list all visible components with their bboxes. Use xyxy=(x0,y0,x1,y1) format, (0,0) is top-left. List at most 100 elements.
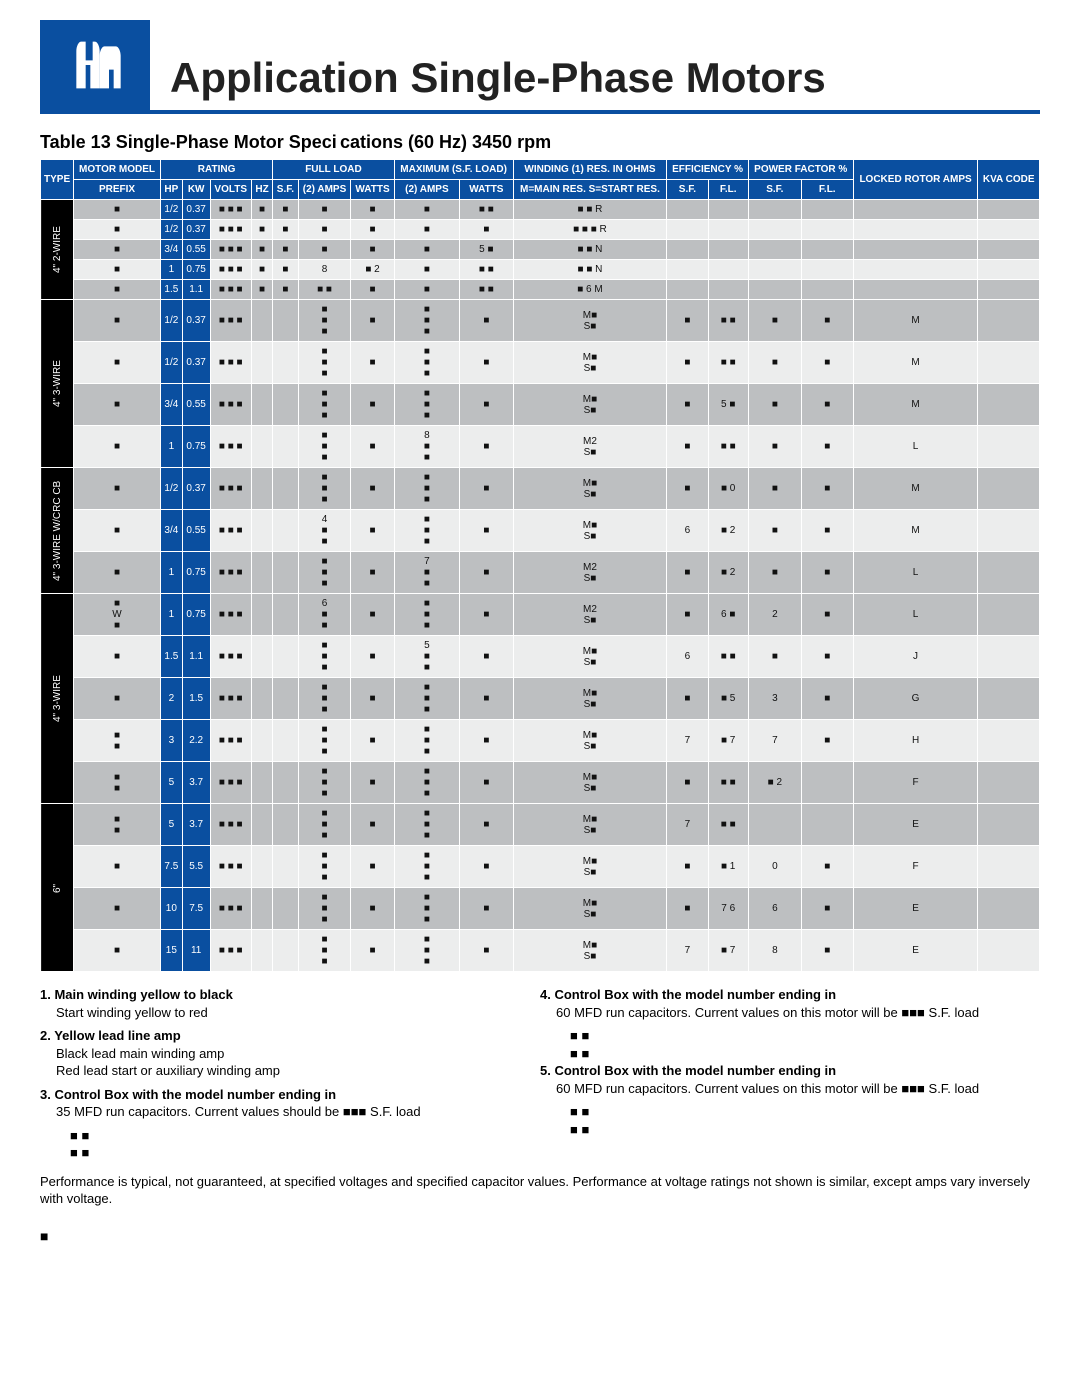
cell-hz: ■ xyxy=(251,240,272,260)
table-row: ■1511■ ■ ■■ ■ ■■■ ■ ■■M■ S■7■ 78■E xyxy=(41,930,1040,972)
cell-mamps: ■ ■ ■ xyxy=(394,594,459,636)
cell-eff_fl: ■ 5 xyxy=(708,678,748,720)
note-item: 5. Control Box with the model number end… xyxy=(540,1062,1020,1097)
cell-kw: 0.37 xyxy=(182,200,210,220)
cell-mamps: ■ ■ ■ xyxy=(394,300,459,342)
cell-eff_fl: ■ ■ xyxy=(708,762,748,804)
cell-watts: ■ xyxy=(351,720,394,762)
cell-eff_fl xyxy=(708,220,748,240)
table-caption: Table 13 Single-Phase Motor Speci cation… xyxy=(40,132,1040,153)
cell-prefix: ■ xyxy=(74,200,161,220)
cell-eff_sf: 6 xyxy=(667,636,708,678)
type-label: 4" 2-WIRE xyxy=(41,200,74,300)
cell-lr: H xyxy=(853,720,978,762)
cell-wind: M■ S■ xyxy=(513,468,667,510)
cell-mwatts: ■ xyxy=(460,342,513,384)
cell-mamps: ■ xyxy=(394,280,459,300)
cell-pf_sf: ■ xyxy=(748,552,801,594)
cell-amps: ■ ■ ■ xyxy=(298,888,351,930)
cell-eff_sf: ■ xyxy=(667,300,708,342)
cell-lr: M xyxy=(853,510,978,552)
cell-mamps: ■ ■ ■ xyxy=(394,678,459,720)
cell-watts: ■ xyxy=(351,846,394,888)
cell-pf_sf: ■ 2 xyxy=(748,762,801,804)
cell-eff_sf: ■ xyxy=(667,552,708,594)
cell-mwatts: ■ xyxy=(460,720,513,762)
cell-watts: ■ xyxy=(351,510,394,552)
cell-prefix: ■ ■ xyxy=(74,762,161,804)
note-table: ■ ■■ ■ xyxy=(570,1103,1020,1138)
cell-mamps: 7 ■ ■ xyxy=(394,552,459,594)
cell-watts: ■ xyxy=(351,594,394,636)
cell-hp: 1/2 xyxy=(160,220,182,240)
cell-pf_fl: ■ xyxy=(801,636,853,678)
cell-wind: M■ S■ xyxy=(513,888,667,930)
th-rating: RATING xyxy=(160,160,272,180)
cell-amps: 6 ■ ■ xyxy=(298,594,351,636)
cell-sf: ■ xyxy=(273,220,298,240)
cell-mwatts: ■ xyxy=(460,468,513,510)
cell-hp: 15 xyxy=(160,930,182,972)
table-row: 4" 3-WIRE W/CRC CB■1/20.37■ ■ ■■ ■ ■■■ ■… xyxy=(41,468,1040,510)
cell-wind: ■ 6 M xyxy=(513,280,667,300)
th-pf-fl: F.L. xyxy=(801,180,853,200)
th-amps: (2) AMPS xyxy=(298,180,351,200)
cell-pf_sf xyxy=(748,220,801,240)
cell-mamps: ■ ■ ■ xyxy=(394,804,459,846)
cell-mamps: ■ ■ ■ xyxy=(394,342,459,384)
cell-watts: ■ xyxy=(351,342,394,384)
cell-mwatts: ■ xyxy=(460,426,513,468)
cell-wind: M■ S■ xyxy=(513,636,667,678)
cell-kw: 1.1 xyxy=(182,280,210,300)
cell-kva xyxy=(978,260,1040,280)
table-row: ■3/40.55■ ■ ■■■■■■5 ■■ ■ N xyxy=(41,240,1040,260)
cell-prefix: ■ xyxy=(74,342,161,384)
cell-prefix: ■ xyxy=(74,280,161,300)
cell-kw: 0.37 xyxy=(182,342,210,384)
cell-amps: ■ ■ ■ xyxy=(298,762,351,804)
cell-volts: ■ ■ ■ xyxy=(210,220,251,240)
cell-eff_sf: 6 xyxy=(667,510,708,552)
cell-sf xyxy=(273,930,298,972)
cell-pf_fl xyxy=(801,762,853,804)
cell-watts: ■ xyxy=(351,930,394,972)
cell-amps: 8 xyxy=(298,260,351,280)
cell-hz xyxy=(251,888,272,930)
cell-sf xyxy=(273,888,298,930)
cell-volts: ■ ■ ■ xyxy=(210,342,251,384)
cell-eff_fl: ■ 7 xyxy=(708,720,748,762)
cell-pf_fl xyxy=(801,804,853,846)
cell-pf_sf: 0 xyxy=(748,846,801,888)
cell-watts: ■ xyxy=(351,384,394,426)
cell-kw: 0.75 xyxy=(182,260,210,280)
cell-hz: ■ xyxy=(251,260,272,280)
cell-sf: ■ xyxy=(273,260,298,280)
cell-watts: ■ xyxy=(351,280,394,300)
cell-wind: ■ ■ N xyxy=(513,240,667,260)
cell-lr: L xyxy=(853,552,978,594)
cell-watts: ■ xyxy=(351,220,394,240)
cell-hz xyxy=(251,342,272,384)
table-row: ■1.51.1■ ■ ■■ ■ ■■5 ■ ■■M■ S■6■ ■■■J xyxy=(41,636,1040,678)
cell-prefix: ■ xyxy=(74,930,161,972)
cell-hz xyxy=(251,636,272,678)
cell-hz xyxy=(251,720,272,762)
type-label: 4" 3-WIRE W/CRC CB xyxy=(41,468,74,594)
cell-lr: F xyxy=(853,762,978,804)
cell-hz xyxy=(251,552,272,594)
brand-logo-icon xyxy=(40,20,150,110)
cell-volts: ■ ■ ■ xyxy=(210,846,251,888)
cell-watts: ■ xyxy=(351,426,394,468)
cell-prefix: ■ xyxy=(74,510,161,552)
cell-eff_sf: ■ xyxy=(667,468,708,510)
th-hz: HZ xyxy=(251,180,272,200)
table-row: ■7.55.5■ ■ ■■ ■ ■■■ ■ ■■M■ S■■■ 10■F xyxy=(41,846,1040,888)
th-motor-model: MOTOR MODEL xyxy=(74,160,161,180)
th-kva: KVA CODE xyxy=(978,160,1040,200)
cell-wind: M■ S■ xyxy=(513,762,667,804)
cell-kva xyxy=(978,804,1040,846)
cell-pf_sf: 7 xyxy=(748,720,801,762)
table-row: 4" 2-WIRE■1/20.37■ ■ ■■■■■■■ ■■ ■ R xyxy=(41,200,1040,220)
table-row: ■1.51.1■ ■ ■■■■ ■■■■ ■■ 6 M xyxy=(41,280,1040,300)
cell-eff_fl: ■ 0 xyxy=(708,468,748,510)
